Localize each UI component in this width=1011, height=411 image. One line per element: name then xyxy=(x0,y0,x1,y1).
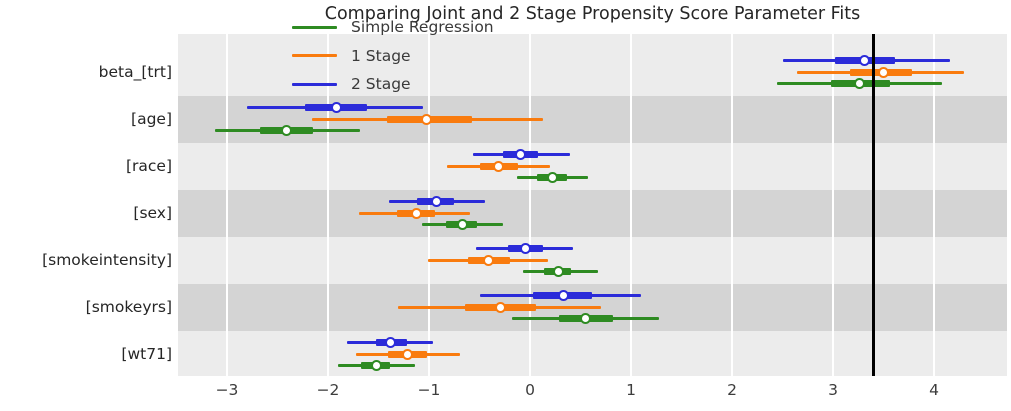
point-marker xyxy=(483,254,495,266)
gridline xyxy=(630,34,632,376)
category-band xyxy=(178,189,1007,237)
point-marker xyxy=(493,160,505,172)
legend-item: Simple Regression xyxy=(292,13,494,42)
gridline xyxy=(832,34,834,376)
gridline xyxy=(327,34,329,376)
x-tick-label: −2 xyxy=(316,381,340,399)
category-band xyxy=(178,95,1007,143)
legend-item-label: 2 Stage xyxy=(351,75,411,94)
y-axis-label: [race] xyxy=(125,157,172,175)
legend-line-swatch xyxy=(292,82,337,86)
y-axis-label: [smokeintensity] xyxy=(42,251,172,269)
y-axis-label: [sex] xyxy=(133,204,172,222)
point-marker xyxy=(411,207,423,219)
legend: Simple Regression 1 Stage 2 Stage xyxy=(292,13,494,99)
legend-item: 1 Stage xyxy=(292,42,494,71)
point-marker xyxy=(515,149,527,160)
x-tick-label: −1 xyxy=(417,381,441,399)
point-marker xyxy=(456,219,468,230)
legend-item: 2 Stage xyxy=(292,70,494,99)
x-tick-label: −3 xyxy=(215,381,239,399)
point-marker xyxy=(385,337,397,348)
point-marker xyxy=(281,125,293,136)
reference-line xyxy=(872,34,875,376)
point-marker xyxy=(858,55,870,66)
gridline xyxy=(428,34,430,376)
gridline xyxy=(933,34,935,376)
legend-item-label: Simple Regression xyxy=(351,18,494,37)
point-marker xyxy=(552,266,564,277)
y-axis-label: beta_[trt] xyxy=(98,63,172,81)
point-marker xyxy=(878,66,889,78)
plot-area xyxy=(178,34,1007,376)
y-axis-label: [smokeyrs] xyxy=(85,298,172,316)
x-tick-label: 3 xyxy=(828,381,838,399)
point-marker xyxy=(546,172,558,183)
legend-line-swatch xyxy=(292,54,337,58)
y-axis-label: [wt71] xyxy=(121,345,172,363)
gridline xyxy=(731,34,733,376)
point-marker xyxy=(330,102,342,113)
point-marker xyxy=(853,78,865,89)
point-marker xyxy=(421,113,433,125)
chart-title: Comparing Joint and 2 Stage Propensity S… xyxy=(324,4,861,24)
gridline xyxy=(529,34,531,376)
point-marker xyxy=(402,348,414,360)
x-tick-label: 4 xyxy=(929,381,939,399)
x-tick-label: 0 xyxy=(525,381,535,399)
y-axis-label: [age] xyxy=(131,110,172,128)
legend-item-label: 1 Stage xyxy=(351,46,411,65)
gridline xyxy=(226,34,228,376)
point-marker xyxy=(580,313,592,324)
legend-line-swatch xyxy=(292,25,337,29)
point-marker xyxy=(370,360,382,371)
x-tick-label: 2 xyxy=(727,381,737,399)
point-marker xyxy=(557,290,569,301)
point-marker xyxy=(495,301,507,313)
point-marker xyxy=(520,243,532,254)
point-marker xyxy=(430,196,442,207)
x-tick-label: 1 xyxy=(626,381,636,399)
